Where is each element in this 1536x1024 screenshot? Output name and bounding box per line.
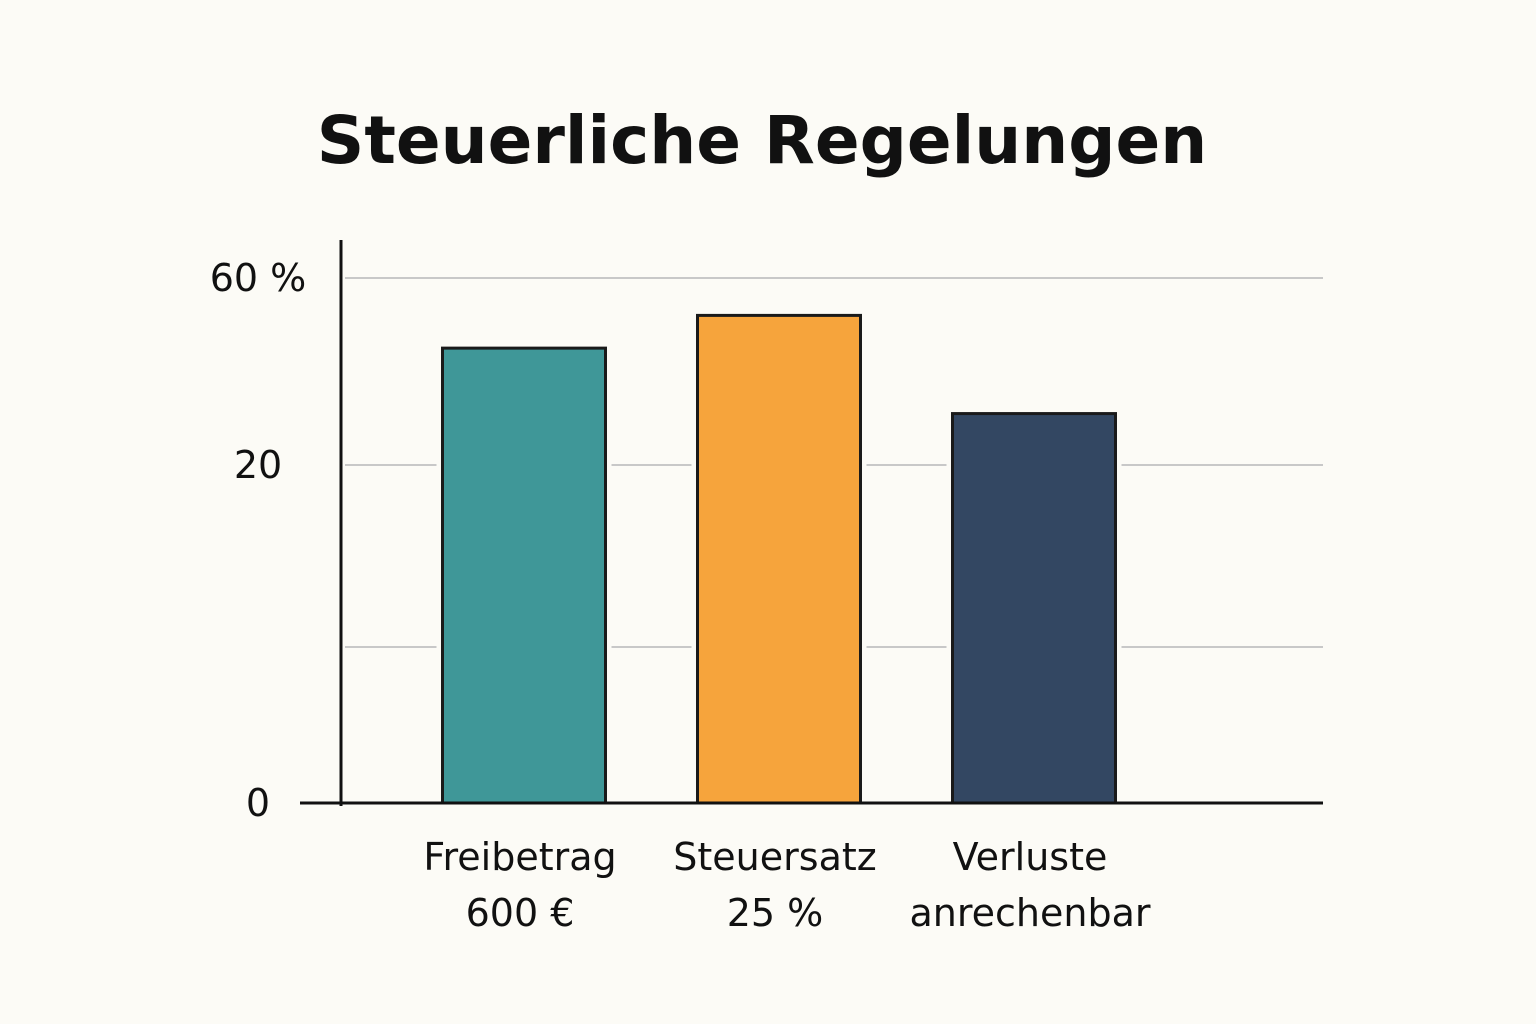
category-label: anrechenbar [909, 891, 1150, 935]
category-labels: Freibetrag 600 € Steuersatz 25 % Verluste anr… [423, 835, 1151, 935]
y-tick-label: 0 [246, 781, 270, 825]
y-tick-label: 20 [234, 443, 282, 487]
category-label: 600 € [466, 891, 575, 935]
bar [951, 412, 1117, 805]
bar [441, 346, 607, 805]
category-label: Steuersatz [673, 835, 876, 879]
category-label: Freibetrag [423, 835, 616, 879]
y-tick-labels: 0 20 60 % [210, 256, 307, 825]
chart-title: Steuerliche Regelungen [317, 102, 1207, 179]
bar [696, 313, 862, 805]
axes [300, 240, 1323, 806]
bars [436, 313, 1122, 805]
category-label: 25 % [727, 891, 824, 935]
y-tick-label: 60 % [210, 256, 307, 300]
category-label: Verluste [953, 835, 1108, 879]
